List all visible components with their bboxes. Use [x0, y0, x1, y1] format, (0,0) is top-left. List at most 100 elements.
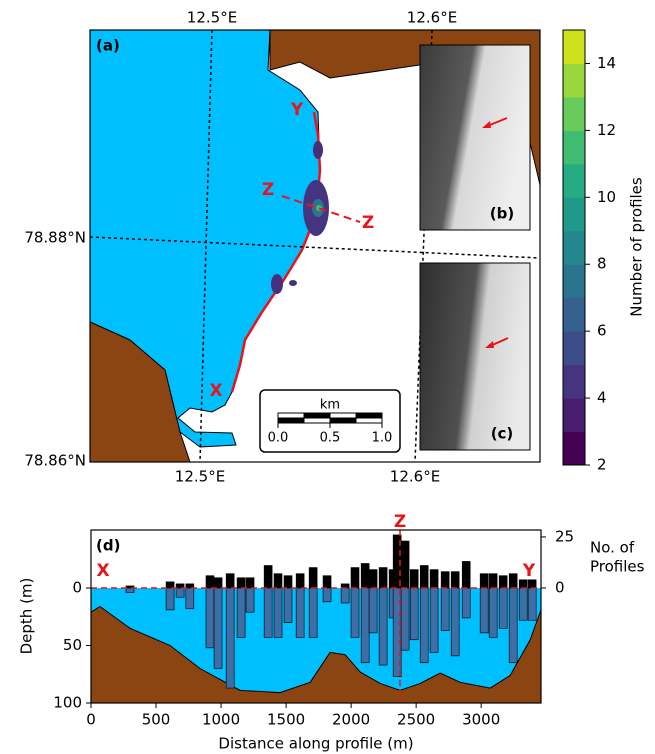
z-line [281, 195, 361, 223]
bar [236, 577, 246, 589]
x-tick-label: 500 [142, 711, 171, 729]
y2-axis-label: Profiles [590, 558, 645, 576]
colorbar-band [563, 264, 585, 299]
bar [378, 587, 388, 666]
colorbar-band [563, 96, 585, 131]
bar [498, 587, 508, 629]
bar [245, 587, 255, 613]
bar [125, 587, 135, 593]
bar [368, 587, 378, 634]
bar [440, 587, 450, 631]
bar [527, 579, 537, 589]
bar [508, 573, 518, 589]
scale-segment [329, 412, 357, 419]
scale-segment [303, 412, 331, 419]
scale-segment [303, 417, 331, 424]
bar [273, 573, 283, 589]
arrow [482, 121, 491, 128]
bar [518, 587, 528, 621]
bar [185, 587, 195, 610]
lon-label: 12.6°E [390, 468, 440, 486]
colorbar-band [563, 364, 585, 399]
bar [461, 587, 471, 619]
bar [213, 577, 223, 589]
colorbar-tick-label: 10 [597, 188, 616, 206]
colorbar-band [563, 63, 585, 98]
scale-segment [277, 417, 305, 424]
bar [518, 579, 528, 589]
colorbar-band [563, 30, 585, 64]
bar [498, 575, 508, 589]
bar [440, 571, 450, 589]
bar [409, 569, 419, 589]
scale-tick-label: 0.5 [320, 431, 341, 446]
bar [450, 587, 460, 657]
lat-label: 78.88°N [24, 229, 86, 247]
colorbar-label: Number of profiles [628, 177, 646, 317]
x-tick-label: 0 [86, 711, 96, 729]
bar [205, 575, 215, 589]
profile-annotation: X [96, 561, 109, 581]
graticule [199, 29, 213, 463]
map-annotation: X [209, 381, 222, 401]
bar [527, 587, 537, 621]
bar [429, 569, 439, 589]
colorbar-tick-label: 2 [597, 456, 607, 474]
profile-annotation: Y [522, 561, 536, 581]
bar [400, 540, 410, 589]
bar [488, 587, 498, 638]
bar [263, 587, 273, 638]
panel-label: (d) [96, 537, 120, 555]
scale-segment [329, 417, 357, 424]
colorbar-band [563, 297, 585, 332]
bar [308, 567, 318, 589]
bar [165, 581, 175, 589]
bar [205, 587, 215, 649]
y-tick-label: 50 [63, 636, 82, 654]
water [89, 29, 321, 448]
bar [368, 569, 378, 589]
colorbar-tick-label: 6 [597, 322, 607, 340]
x-tick-label: 1500 [267, 711, 305, 729]
lon-label: 12.5°E [187, 9, 237, 27]
x-axis-label: Distance along profile (m) [218, 735, 413, 753]
bar [450, 571, 460, 589]
profile-annotation: Z [394, 512, 406, 532]
inset-label: (b) [490, 205, 514, 223]
arrow [485, 341, 494, 348]
bar [225, 573, 235, 589]
scale-tick-label: 0.0 [268, 431, 289, 446]
bar [295, 587, 305, 638]
bar [245, 577, 255, 589]
bar [283, 587, 293, 623]
colorbar-band [563, 163, 585, 198]
density-blob [313, 141, 323, 159]
bar [360, 563, 370, 589]
bar [340, 587, 350, 604]
colorbar-band [563, 398, 585, 433]
bar [508, 587, 518, 664]
scale-label: km [320, 398, 340, 413]
map-panel: (a) (b) (c) Y Z Z X km 0.0 0.5 1.0 12.5°E … [24, 9, 645, 486]
colorbar-band [563, 230, 585, 265]
scale-segment [355, 412, 383, 419]
panel-label: (a) [96, 37, 120, 55]
lon-label: 12.5°E [175, 468, 225, 486]
bar [263, 565, 273, 589]
bar [360, 587, 370, 664]
bar [350, 567, 360, 589]
colorbar-band [563, 331, 585, 366]
y2-axis-label: No. of [590, 539, 635, 557]
y-tick-label: 100 [53, 694, 82, 712]
density-blob [289, 280, 297, 286]
bar [378, 567, 388, 589]
bar [429, 587, 439, 653]
scale-segment [277, 412, 305, 419]
map-frame [89, 29, 541, 463]
y-axis-label: Depth (m) [18, 578, 36, 655]
map-annotation: Z [362, 213, 374, 233]
bar [322, 587, 332, 603]
bar [175, 587, 185, 598]
